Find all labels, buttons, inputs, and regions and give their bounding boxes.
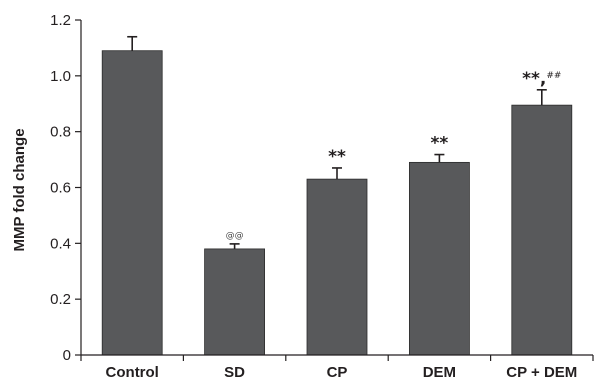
labels-layer: Control SD @@ CP ** DEM ** CP + DEM **,## 0 0.2 0.4… xyxy=(50,12,577,381)
error-bar-3 xyxy=(434,153,445,163)
bar-4 xyxy=(511,104,573,356)
x-tick-label-1: SD xyxy=(224,364,245,381)
y-tick-label-4: 0.8 xyxy=(50,124,71,141)
bar-2 xyxy=(306,178,368,356)
axes-layer xyxy=(75,19,594,361)
significance-label-1: @@ xyxy=(226,231,244,241)
y-tick-label-2: 0.4 xyxy=(50,235,71,252)
y-tick-label-1: 0.2 xyxy=(50,291,71,308)
y-tick-label-3: 0.6 xyxy=(50,180,71,197)
error-bar-0 xyxy=(127,35,138,51)
significance-label-3: ** xyxy=(431,134,449,154)
y-tick-label-0: 0 xyxy=(63,347,71,364)
error-bar-1 xyxy=(229,243,240,249)
bars-layer xyxy=(101,50,573,356)
significance-label-4: **,## xyxy=(522,69,561,89)
error-bar-4 xyxy=(536,88,547,106)
y-tick-label-5: 1.0 xyxy=(50,68,71,85)
y-tick-label-6: 1.2 xyxy=(50,12,71,29)
significance-label-2: ** xyxy=(328,147,346,167)
x-tick-label-4: CP + DEM xyxy=(506,364,577,381)
bar-1 xyxy=(204,248,266,356)
x-tick-label-0: Control xyxy=(106,364,159,381)
error-bar-2 xyxy=(332,167,342,180)
error-bars-layer xyxy=(127,35,547,249)
y-axis-title: MMP fold change xyxy=(11,128,28,251)
bar-0 xyxy=(101,50,163,356)
bar-3 xyxy=(408,161,470,356)
x-tick-label-2: CP xyxy=(327,364,348,381)
x-tick-label-3: DEM xyxy=(423,364,456,381)
